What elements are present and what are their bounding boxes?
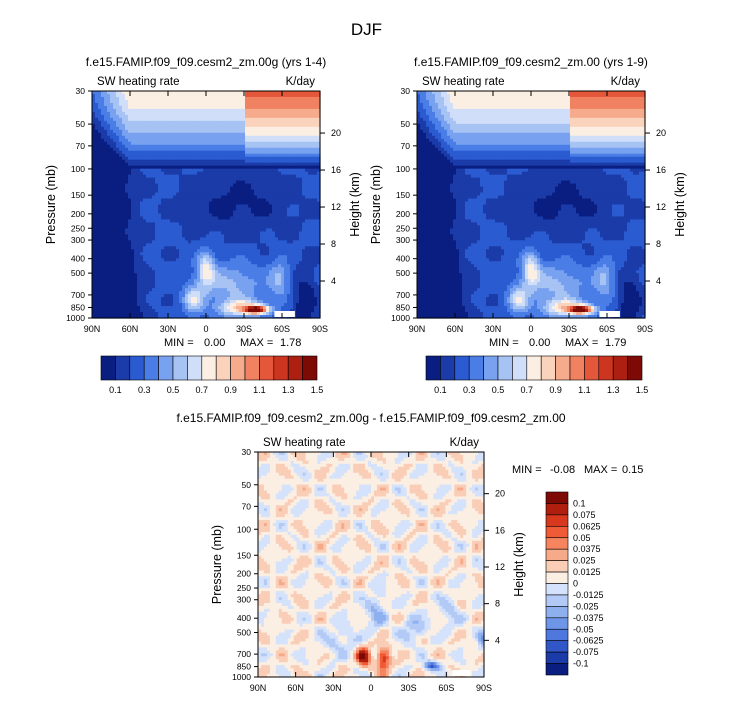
figure-canvas: f.e15.FAMIP.f09_f09.cesm2_zm.00g (yrs 1-… xyxy=(0,0,733,701)
plot-panel-1: f.e15.FAMIP.f09_f09.cesm2_zm.00g (yrs 1-… xyxy=(44,55,362,395)
panel-title: f.e15.FAMIP.f09_f09.cesm2_zm.00g (yrs 1-… xyxy=(86,55,327,69)
heatmap-cells xyxy=(92,91,321,319)
field-name-label: SW heating rate xyxy=(97,76,179,88)
units-label: K/day xyxy=(286,76,316,88)
